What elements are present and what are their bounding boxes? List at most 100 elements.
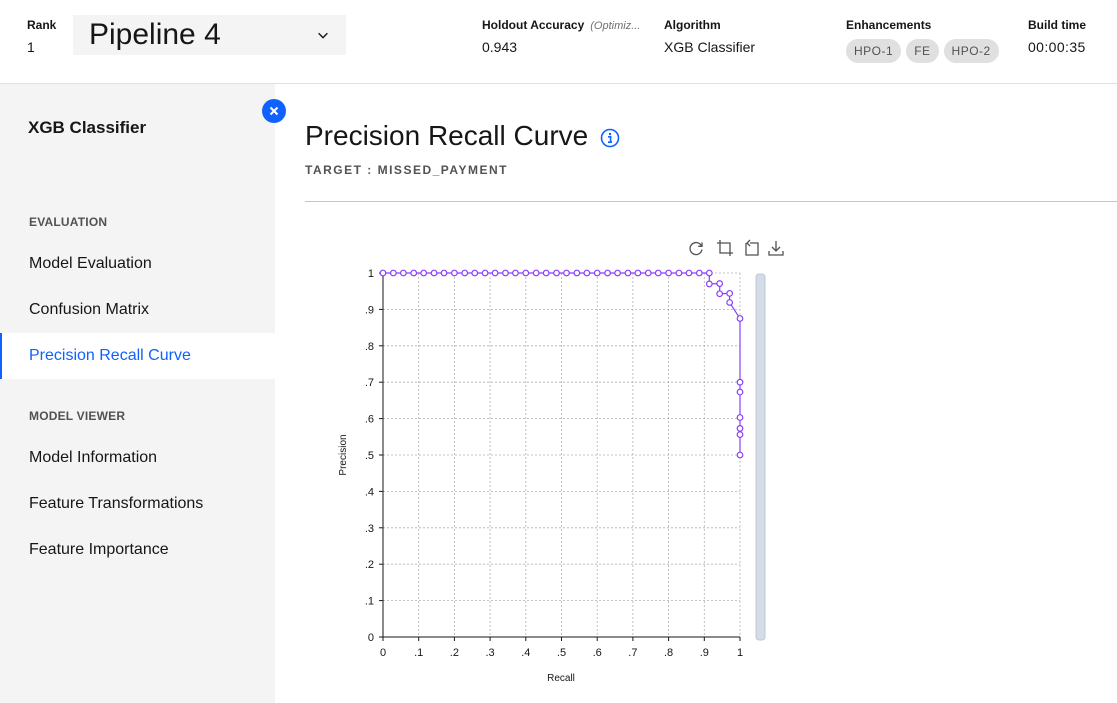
sidebar-item-feature-importance[interactable]: Feature Importance	[29, 541, 169, 558]
page-title: Precision Recall Curve	[305, 120, 589, 151]
data-point[interactable]	[379, 269, 387, 277]
reset-zoom-icon[interactable]	[742, 239, 760, 257]
pipeline-header: Rank 1 Pipeline 4 Holdout Accuracy (Optim…	[0, 0, 1117, 84]
data-point[interactable]	[471, 269, 479, 277]
data-point[interactable]	[726, 289, 734, 297]
data-point[interactable]	[736, 451, 744, 459]
y-tick-label: .2	[365, 559, 374, 571]
sidebar-item-model-evaluation[interactable]: Model Evaluation	[29, 255, 152, 272]
sidebar-item-model-information[interactable]: Model Information	[29, 449, 158, 466]
data-point[interactable]	[705, 269, 713, 277]
data-point[interactable]	[450, 269, 458, 277]
download-icon[interactable]	[767, 239, 785, 257]
rank-value: 1	[27, 39, 35, 55]
pipeline-dropdown[interactable]: Pipeline 4	[73, 15, 346, 55]
sidebar-item-precision-recall-curve[interactable]: Precision Recall Curve	[0, 333, 275, 379]
x-tick-label: .4	[521, 647, 530, 659]
precision-recall-chart: 0 .1 .2 .3 .4 .5 .6 .7 .8 .9 1 0 .1 .2 .3 .4 .5 .6 .7 .8 .9 1…	[338, 268, 766, 684]
data-point[interactable]	[726, 299, 734, 306]
data-point[interactable]	[512, 269, 519, 277]
data-point[interactable]	[624, 269, 632, 277]
data-point[interactable]	[563, 269, 570, 277]
data-point[interactable]	[410, 269, 418, 277]
build-time-value: 00:00:35	[1028, 39, 1086, 55]
holdout-accuracy-value: 0.943	[482, 39, 518, 55]
y-tick-label: .6	[365, 414, 374, 426]
chevron-down-icon	[318, 32, 328, 39]
enhancement-tag: HPO-1	[846, 39, 902, 63]
data-point[interactable]	[716, 280, 724, 287]
grid-layer	[382, 272, 741, 638]
zoom-slider[interactable]	[755, 273, 766, 641]
x-tick-label: .8	[664, 647, 673, 659]
data-point[interactable]	[593, 269, 601, 277]
data-point[interactable]	[583, 269, 591, 277]
target-label: TARGET : MISSED_PAYMENT	[305, 163, 508, 177]
data-point[interactable]	[705, 280, 713, 288]
y-tick-label: .7	[365, 377, 374, 389]
data-point[interactable]	[736, 425, 744, 432]
x-tick-label: .3	[486, 647, 495, 659]
data-point[interactable]	[614, 269, 621, 277]
data-point[interactable]	[604, 269, 611, 277]
data-point[interactable]	[675, 269, 683, 277]
data-point[interactable]	[736, 378, 744, 386]
enhancement-tag: FE	[906, 39, 939, 63]
data-point[interactable]	[654, 269, 662, 277]
y-tick-label: .8	[365, 341, 374, 353]
data-point[interactable]	[736, 388, 744, 396]
data-point[interactable]	[736, 315, 744, 322]
data-point[interactable]	[695, 269, 703, 277]
divider	[305, 201, 1117, 202]
data-point[interactable]	[430, 269, 438, 277]
optimized-note: (Optimiz...	[590, 20, 641, 32]
x-tick-label: 1	[737, 647, 743, 659]
y-tick-label: .1	[365, 596, 374, 608]
section-model-viewer: MODEL VIEWER	[29, 409, 126, 423]
refresh-icon[interactable]	[687, 239, 705, 257]
data-point[interactable]	[573, 269, 581, 277]
data-point[interactable]	[491, 269, 499, 277]
y-tick-label: .3	[365, 523, 374, 535]
data-point[interactable]	[736, 414, 744, 421]
rank-label: Rank	[27, 18, 57, 32]
data-point[interactable]	[542, 269, 550, 277]
data-point[interactable]	[420, 269, 428, 277]
data-point[interactable]	[532, 269, 540, 277]
data-point[interactable]	[502, 269, 509, 277]
data-point[interactable]	[685, 269, 693, 277]
x-tick-label: .9	[700, 647, 709, 659]
x-axis-label: Recall	[547, 673, 575, 684]
data-point[interactable]	[665, 269, 673, 277]
section-evaluation: EVALUATION	[29, 215, 108, 229]
data-point[interactable]	[716, 290, 724, 298]
data-point[interactable]	[389, 269, 397, 277]
algorithm-label: Algorithm	[664, 18, 721, 32]
data-point[interactable]	[522, 269, 530, 277]
y-tick-label: 0	[368, 632, 374, 644]
sidebar: XGB Classifier EVALUATION Model Evaluati…	[0, 84, 275, 703]
data-point[interactable]	[644, 269, 652, 277]
sidebar-item-feature-transformations[interactable]: Feature Transformations	[29, 495, 204, 512]
x-tick-label: .1	[414, 647, 423, 659]
close-sidebar-button[interactable]	[262, 99, 286, 123]
data-point[interactable]	[736, 431, 744, 439]
data-point[interactable]	[553, 269, 560, 277]
enhancement-tag: HPO-2	[943, 39, 999, 63]
sidebar-title: XGB Classifier	[28, 118, 147, 137]
y-tick-label: .4	[365, 486, 374, 498]
y-tick-label: .5	[365, 450, 374, 462]
data-point[interactable]	[481, 269, 489, 277]
info-icon[interactable]	[600, 128, 620, 148]
data-point[interactable]	[399, 269, 407, 277]
crop-icon[interactable]	[716, 239, 734, 257]
y-tick-label: 1	[368, 268, 374, 280]
enhancement-tags: HPO-1 FE HPO-2	[846, 39, 999, 63]
series-line	[383, 272, 741, 455]
sidebar-item-confusion-matrix[interactable]: Confusion Matrix	[29, 301, 150, 318]
enhancements-label: Enhancements	[846, 18, 932, 32]
data-point[interactable]	[461, 269, 469, 277]
data-point[interactable]	[440, 269, 448, 277]
data-point[interactable]	[634, 269, 642, 277]
close-icon	[269, 106, 279, 116]
